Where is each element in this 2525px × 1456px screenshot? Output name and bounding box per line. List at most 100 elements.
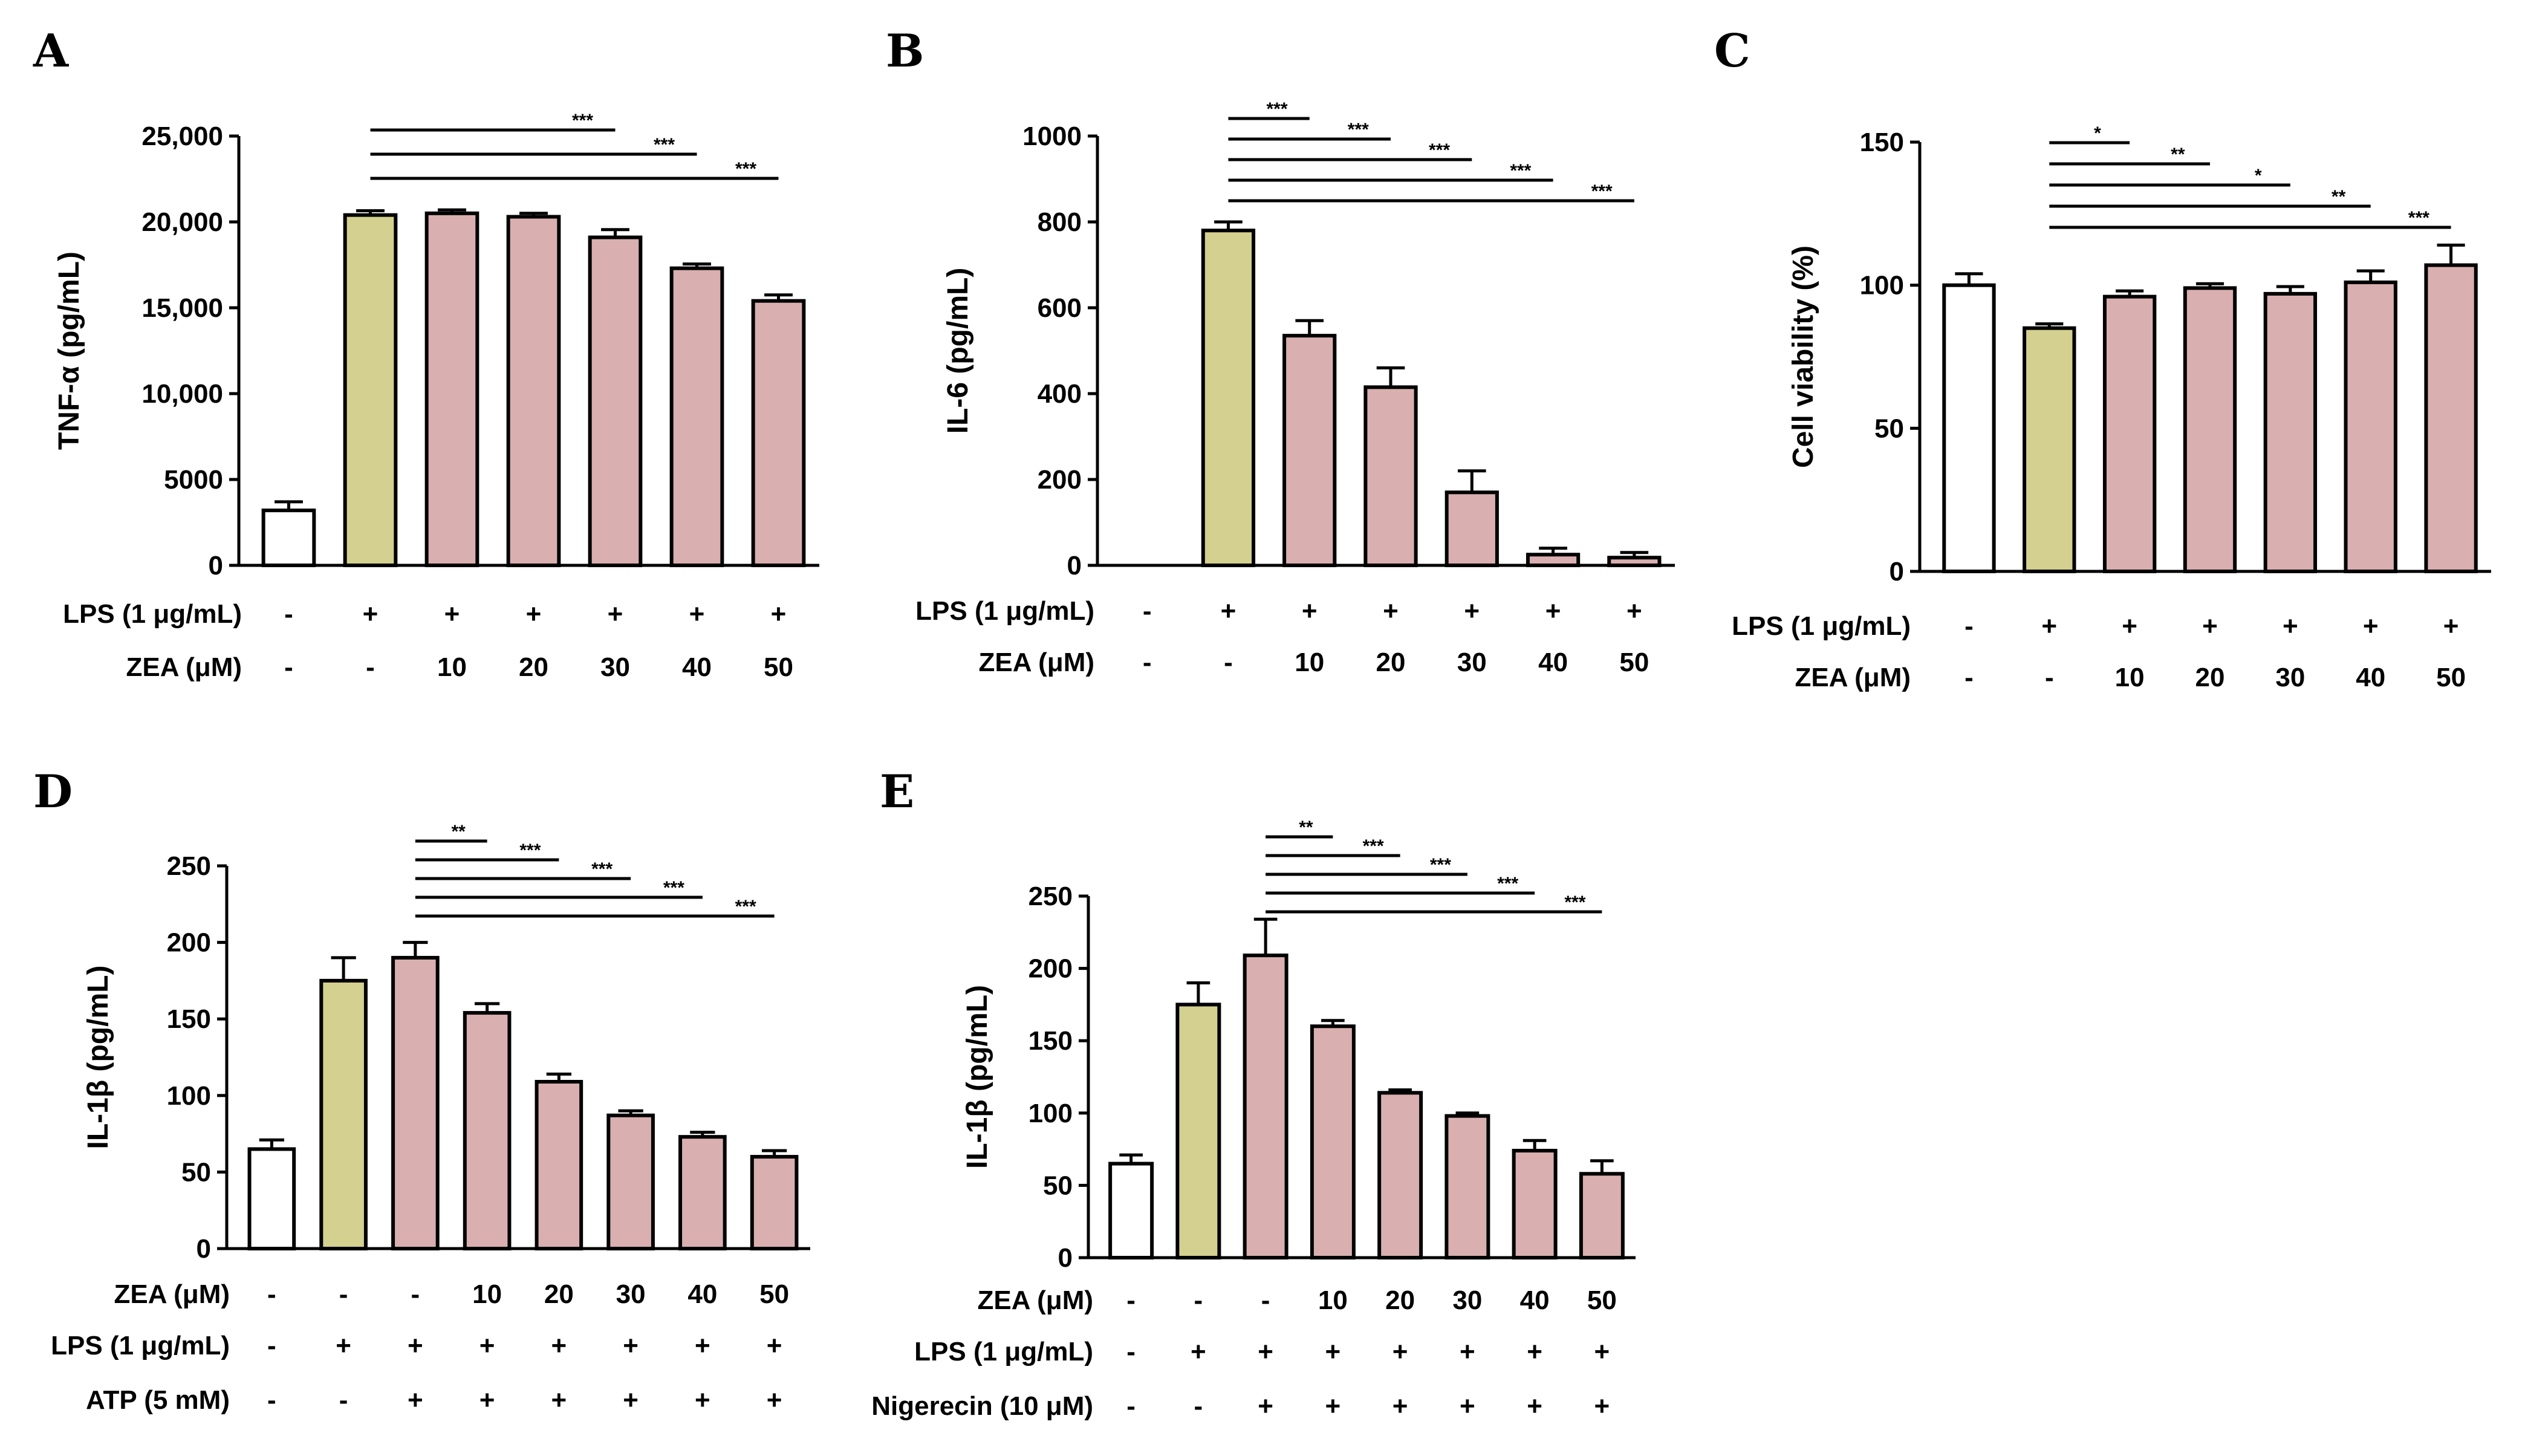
condition-value: + [408, 1385, 423, 1415]
condition-value: + [336, 1331, 351, 1360]
y-tick-label: 400 [1038, 379, 1082, 409]
condition-value: 10 [1295, 648, 1324, 677]
significance-label: * [2094, 123, 2101, 143]
significance-label: *** [735, 897, 756, 917]
condition-value: - [1126, 1337, 1136, 1367]
bar [678, 1135, 727, 1250]
bar [247, 1147, 296, 1251]
condition-value: 20 [519, 652, 548, 682]
bar [1942, 283, 1996, 573]
condition-value: - [339, 1279, 348, 1309]
bar [1243, 954, 1288, 1260]
condition-value: - [2045, 663, 2054, 692]
y-tick-label: 100 [1029, 1099, 1073, 1128]
bar [1444, 1114, 1490, 1259]
bar [588, 235, 643, 567]
condition-value: + [767, 1385, 782, 1415]
condition-value: + [2202, 611, 2218, 641]
condition-value: 40 [1520, 1285, 1550, 1315]
condition-value: 30 [1452, 1285, 1482, 1315]
condition-value: - [1143, 648, 1152, 677]
y-tick-label: 250 [167, 851, 211, 881]
bar [1526, 553, 1581, 567]
significance-label: *** [1348, 120, 1369, 140]
condition-value: 40 [682, 652, 712, 682]
bar [1201, 229, 1256, 567]
y-tick-label: 50 [1874, 414, 1904, 443]
panel-a: A 0 5000 10,000 15,000 20,000 25,000 TNF-α (pg/… [33, 24, 819, 682]
significance-label: * [2255, 166, 2262, 186]
significance-label: ** [2332, 187, 2346, 207]
condition-value: 10 [437, 652, 467, 682]
significance-label: *** [519, 840, 541, 860]
condition-value: + [1191, 1337, 1206, 1367]
panel-letter: A [33, 24, 70, 77]
panel-letter: D [33, 765, 73, 818]
bar [2183, 286, 2237, 573]
condition-value: + [623, 1385, 639, 1415]
condition-value: 30 [616, 1279, 646, 1309]
bar [463, 1011, 512, 1251]
condition-value: - [1126, 1285, 1136, 1315]
significance-label: ** [1299, 817, 1313, 837]
bar [1108, 1162, 1154, 1260]
panel-b: B 0 200 400 600 800 1000 IL-6 (pg/mL) *** *** *** *… [886, 24, 1675, 677]
y-tick-label: 50 [1043, 1171, 1073, 1200]
condition-value: + [1258, 1391, 1273, 1421]
significance-label: *** [572, 111, 593, 131]
y-tick-label: 200 [1029, 954, 1073, 984]
y-tick-label: 50 [181, 1157, 211, 1187]
condition-value: - [267, 1331, 276, 1360]
condition-value: - [1261, 1285, 1270, 1315]
significance-label: *** [1497, 874, 1518, 894]
condition-value: + [1383, 596, 1399, 626]
condition-value: + [2363, 611, 2379, 641]
condition-name: ZEA (μM) [979, 648, 1094, 677]
y-tick-label: 100 [167, 1081, 211, 1111]
bar [606, 1113, 655, 1250]
condition-value: + [2443, 611, 2459, 641]
condition-value: 50 [764, 652, 793, 682]
condition-value: + [1594, 1337, 1610, 1367]
condition-value: - [339, 1385, 348, 1415]
y-tick-label: 250 [1029, 882, 1073, 911]
condition-value: 40 [2356, 663, 2385, 692]
significance-label: *** [1429, 140, 1450, 160]
condition-value: - [284, 652, 293, 682]
significance-label: *** [1564, 892, 1585, 912]
condition-value: 40 [687, 1279, 717, 1309]
significance-label: *** [1363, 836, 1384, 856]
bar [2102, 294, 2157, 573]
y-tick-label: 600 [1038, 293, 1082, 323]
significance-label: *** [654, 135, 675, 155]
condition-value: - [1194, 1391, 1203, 1421]
bar [1512, 1148, 1558, 1259]
y-tick-label: 150 [167, 1004, 211, 1034]
condition-value: - [1194, 1285, 1203, 1315]
condition-value: + [695, 1385, 710, 1415]
bar [424, 211, 479, 567]
bar [261, 509, 316, 567]
condition-name: Nigerecin (10 μM) [871, 1391, 1093, 1421]
condition-name: LPS (1 μg/mL) [63, 599, 242, 629]
y-axis-label: IL-6 (pg/mL) [942, 268, 974, 434]
y-axis-label: IL-1β (pg/mL) [961, 985, 993, 1169]
condition-value: - [366, 652, 375, 682]
significance-label: ** [2171, 145, 2185, 164]
bar [1282, 334, 1337, 568]
bar [1607, 556, 1662, 567]
bar [391, 955, 440, 1251]
y-tick-label: 0 [1890, 557, 1904, 587]
y-tick-label: 200 [1038, 465, 1082, 495]
bar [751, 299, 806, 567]
condition-value: + [444, 599, 460, 629]
condition-value: + [1545, 596, 1561, 626]
y-tick-label: 200 [167, 928, 211, 958]
bar [1310, 1024, 1356, 1260]
condition-value: 50 [1619, 648, 1649, 677]
condition-value: 30 [1457, 648, 1487, 677]
bar [2344, 280, 2397, 573]
bar [1579, 1172, 1625, 1260]
